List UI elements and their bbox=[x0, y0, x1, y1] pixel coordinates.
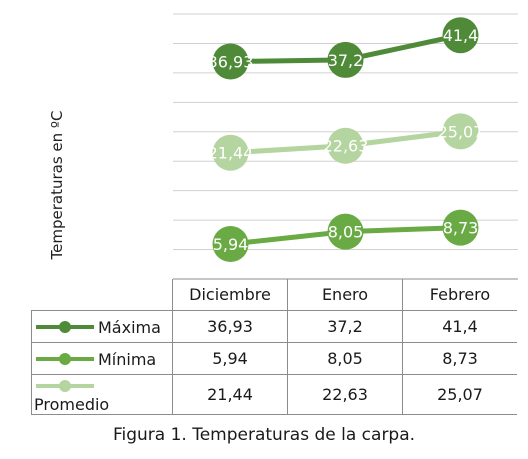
table-cell-minima-diciembre: 5,94 bbox=[172, 342, 288, 375]
table-cell-promedio-febrero: 25,07 bbox=[402, 374, 517, 415]
legend-marker-maxima bbox=[59, 321, 71, 333]
data-label-promedio-2: 25,07 bbox=[438, 122, 484, 141]
legend-marker-promedio bbox=[59, 379, 71, 392]
data-table-row-promedio: Promedio 21,44 22,63 25,07 bbox=[31, 374, 517, 415]
data-point-minima-0: 5,94 bbox=[212, 226, 249, 263]
data-label-maxima-1: 37,2 bbox=[328, 51, 364, 70]
legend-entry-minima: Mínima bbox=[31, 342, 173, 375]
data-point-promedio-1: 22,63 bbox=[323, 127, 369, 164]
data-label-maxima-2: 41,4 bbox=[443, 26, 479, 45]
table-cell-maxima-enero: 37,2 bbox=[287, 310, 403, 343]
table-cell-promedio-diciembre: 21,44 bbox=[172, 374, 288, 415]
legend-entry-maxima: Máxima bbox=[31, 310, 173, 343]
data-point-minima-1: 8,05 bbox=[327, 213, 364, 250]
figure-caption: Figura 1. Temperaturas de la carpa. bbox=[112, 425, 416, 445]
data-point-maxima-0: 36,93 bbox=[208, 43, 254, 80]
data-label-promedio-0: 21,44 bbox=[208, 144, 254, 163]
data-table-row-maxima: Máxima 36,93 37,2 41,4 bbox=[31, 310, 517, 343]
table-cell-maxima-febrero: 41,4 bbox=[402, 310, 517, 343]
data-label-promedio-1: 22,63 bbox=[323, 137, 369, 156]
legend-label-promedio: Promedio bbox=[34, 395, 110, 414]
data-marker-maxima-2 bbox=[442, 17, 479, 54]
data-marker-minima-1 bbox=[327, 213, 364, 250]
data-marker-maxima-1 bbox=[327, 41, 364, 78]
table-cell-minima-enero: 8,05 bbox=[287, 342, 403, 375]
legend-key-minima bbox=[34, 353, 96, 365]
data-point-minima-2: 8,73 bbox=[442, 209, 479, 246]
data-marker-promedio-2 bbox=[442, 113, 479, 150]
legend-key-maxima bbox=[34, 321, 96, 333]
legend-entry-promedio: Promedio bbox=[31, 374, 173, 415]
y-axis-label-text: Temperaturas en ºC bbox=[48, 110, 66, 260]
legend-key-promedio bbox=[34, 379, 96, 392]
data-marker-promedio-0 bbox=[212, 134, 249, 171]
data-label-maxima-0: 36,93 bbox=[208, 53, 254, 72]
data-table-row-minima: Mínima 5,94 8,05 8,73 bbox=[31, 342, 517, 375]
legend-label-minima: Mínima bbox=[98, 349, 157, 369]
data-point-maxima-1: 37,2 bbox=[327, 41, 364, 78]
data-marker-minima-2 bbox=[442, 209, 479, 246]
category-label-enero: Enero bbox=[287, 279, 403, 311]
table-cell-minima-febrero: 8,73 bbox=[402, 342, 517, 375]
table-cell-maxima-diciembre: 36,93 bbox=[172, 310, 288, 343]
legend-label-maxima: Máxima bbox=[98, 317, 161, 337]
category-label-febrero: Febrero bbox=[402, 279, 517, 311]
data-label-minima-2: 8,73 bbox=[443, 219, 479, 238]
data-table: Diciembre Enero Febrero Máxima 36,93 37,… bbox=[31, 279, 517, 415]
chart-plot: 36,93 37,2 41,4 5,94 8,05 8,73 21,44 22,63 25,07 bbox=[173, 13, 518, 280]
data-marker-minima-0 bbox=[212, 226, 249, 263]
data-point-promedio-2: 25,07 bbox=[438, 113, 484, 150]
data-table-corner bbox=[31, 279, 173, 311]
data-point-promedio-0: 21,44 bbox=[208, 134, 254, 171]
data-table-header-row: Diciembre Enero Febrero bbox=[31, 279, 517, 311]
legend-marker-minima bbox=[59, 353, 71, 365]
category-label-diciembre: Diciembre bbox=[172, 279, 288, 311]
data-marker-maxima-0 bbox=[212, 43, 249, 80]
data-label-minima-0: 5,94 bbox=[213, 235, 249, 254]
data-point-maxima-2: 41,4 bbox=[442, 17, 479, 54]
table-cell-promedio-enero: 22,63 bbox=[287, 374, 403, 415]
data-label-minima-1: 8,05 bbox=[328, 223, 364, 242]
data-marker-promedio-1 bbox=[327, 127, 364, 164]
